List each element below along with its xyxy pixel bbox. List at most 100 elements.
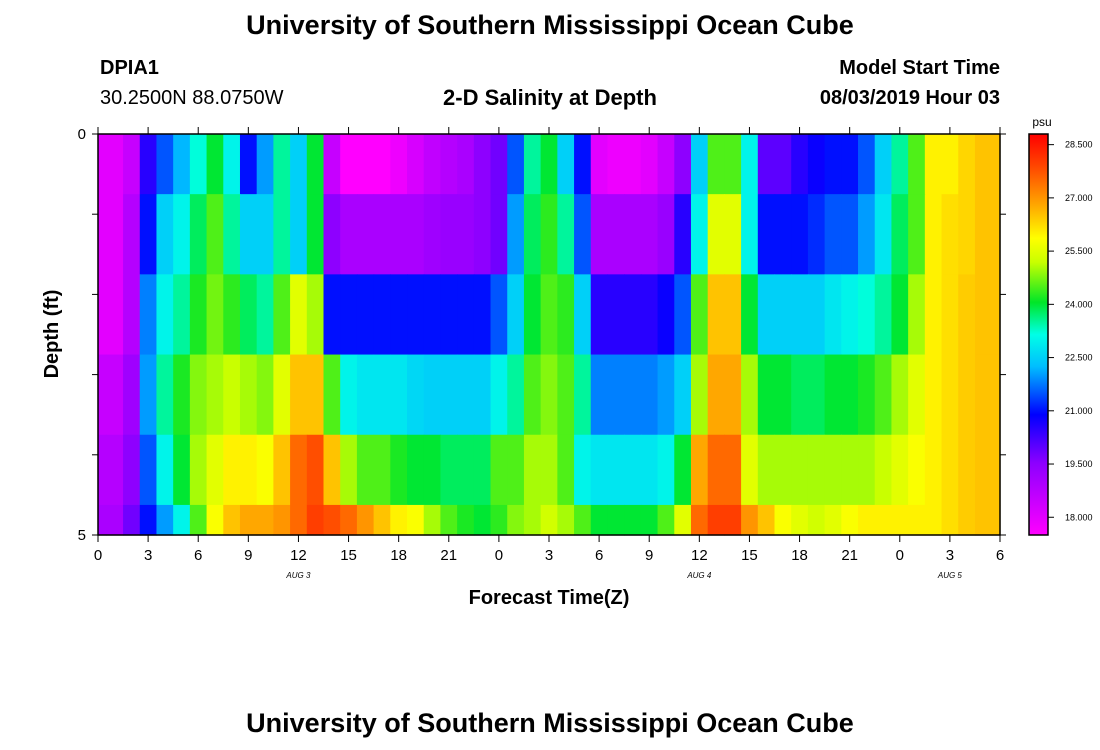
heatmap-cell — [958, 354, 976, 436]
heatmap-cell — [323, 354, 341, 436]
heatmap-cell — [574, 274, 592, 356]
heatmap-cell — [423, 134, 442, 195]
heatmap-cell — [941, 434, 959, 506]
heatmap-cell — [273, 274, 291, 356]
heatmap-cell — [106, 354, 124, 436]
heatmap-cell — [290, 274, 308, 356]
heatmap-cell — [407, 134, 425, 195]
heatmap-cell — [189, 274, 208, 356]
heatmap-cell — [98, 504, 107, 536]
heatmap-cell — [423, 274, 442, 356]
heatmap-cell — [858, 274, 876, 356]
heatmap-cell — [540, 504, 558, 536]
x-tick-label: 12 — [290, 547, 307, 564]
heatmap-cell — [690, 504, 709, 536]
heatmap-cell — [98, 274, 107, 356]
heatmap-cell — [690, 434, 709, 506]
heatmap-cell — [690, 134, 709, 195]
heatmap-cell — [607, 434, 625, 506]
heatmap-cell — [440, 504, 458, 536]
heatmap-cell — [908, 354, 926, 436]
heatmap-cell — [874, 354, 893, 436]
colorbar-tick-label: 21.000 — [1065, 406, 1093, 416]
heatmap-cell — [523, 504, 542, 536]
heatmap-cell — [139, 434, 158, 506]
heatmap-cell — [523, 134, 542, 195]
heatmap-cell — [858, 194, 876, 275]
heatmap-cell — [440, 354, 458, 436]
heatmap-cell — [457, 504, 475, 536]
heatmap-cell — [891, 274, 909, 356]
x-date-label: AUG 5 — [937, 571, 963, 580]
colorbar-tick-label: 25.500 — [1065, 246, 1093, 256]
heatmap-cell — [390, 434, 408, 506]
heatmap-cell — [306, 354, 325, 436]
x-tick-label: 18 — [791, 547, 808, 564]
heatmap-cell — [407, 434, 425, 506]
x-tick-label: 6 — [595, 547, 603, 564]
heatmap-cell — [139, 194, 158, 275]
heatmap-cell — [841, 434, 859, 506]
heatmap-cell — [407, 354, 425, 436]
heatmap-cell — [958, 434, 976, 506]
heatmap-cell — [423, 194, 442, 275]
x-tick-label: 3 — [545, 547, 553, 564]
heatmap-cell — [974, 194, 993, 275]
heatmap-cell — [473, 134, 492, 195]
heatmap-cells — [98, 134, 1001, 536]
heatmap-cell — [807, 134, 826, 195]
heatmap-cell — [356, 504, 375, 536]
heatmap-cell — [206, 354, 224, 436]
heatmap-cell — [640, 134, 659, 195]
heatmap-cell — [407, 274, 425, 356]
heatmap-cell — [741, 354, 759, 436]
heatmap-cell — [741, 504, 759, 536]
heatmap-cell — [98, 434, 107, 506]
heatmap-cell — [373, 434, 391, 506]
x-tick-label: 21 — [440, 547, 457, 564]
heatmap-cell — [273, 354, 291, 436]
heatmap-cell — [791, 354, 809, 436]
heatmap-cell — [824, 354, 842, 436]
heatmap-cell — [106, 434, 124, 506]
heatmap-cell — [640, 194, 659, 275]
heatmap-cell — [707, 354, 725, 436]
heatmap-cell — [640, 354, 659, 436]
heatmap-cell — [858, 434, 876, 506]
x-axis-title: Forecast Time(Z) — [469, 587, 630, 609]
heatmap-cell — [824, 134, 842, 195]
heatmap-cell — [590, 354, 609, 436]
heatmap-cell — [306, 274, 325, 356]
heatmap-cell — [507, 274, 525, 356]
heatmap-cell — [106, 504, 124, 536]
heatmap-cell — [807, 434, 826, 506]
heatmap-cell — [908, 274, 926, 356]
heatmap-cell — [106, 194, 124, 275]
page-title: University of Southern Mississippi Ocean… — [246, 10, 854, 40]
y-axis-title: Depth (ft) — [41, 290, 63, 379]
heatmap-cell — [490, 274, 508, 356]
heatmap-cell — [924, 354, 943, 436]
heatmap-cell — [256, 194, 274, 275]
y-axis-ticks: 05 — [78, 126, 1006, 544]
heatmap-cell — [607, 194, 625, 275]
heatmap-cell — [473, 354, 492, 436]
x-axis-ticks: 0 3 6 9 12 15 18 21 0 3 6 9 12 15 18 21 0 3 6 — [94, 127, 1004, 564]
heatmap-cell — [974, 434, 993, 506]
colorbar-ticks: 28.500 27.000 25.500 24.000 22.500 21.000 19.5… — [1048, 140, 1093, 522]
heatmap-cell — [874, 134, 893, 195]
heatmap-cell — [807, 274, 826, 356]
heatmap-cell — [974, 504, 993, 536]
heatmap-cell — [574, 134, 592, 195]
heatmap-cell — [574, 194, 592, 275]
heatmap-cell — [340, 194, 358, 275]
colorbar-tick-label: 24.000 — [1065, 299, 1093, 309]
heatmap-cell — [540, 194, 558, 275]
heatmap-cell — [941, 354, 959, 436]
heatmap-cell — [941, 274, 959, 356]
heatmap-cell — [841, 194, 859, 275]
heatmap-cell — [841, 274, 859, 356]
heatmap-cell — [523, 354, 542, 436]
heatmap-cell — [540, 354, 558, 436]
x-tick-label: 3 — [144, 547, 152, 564]
